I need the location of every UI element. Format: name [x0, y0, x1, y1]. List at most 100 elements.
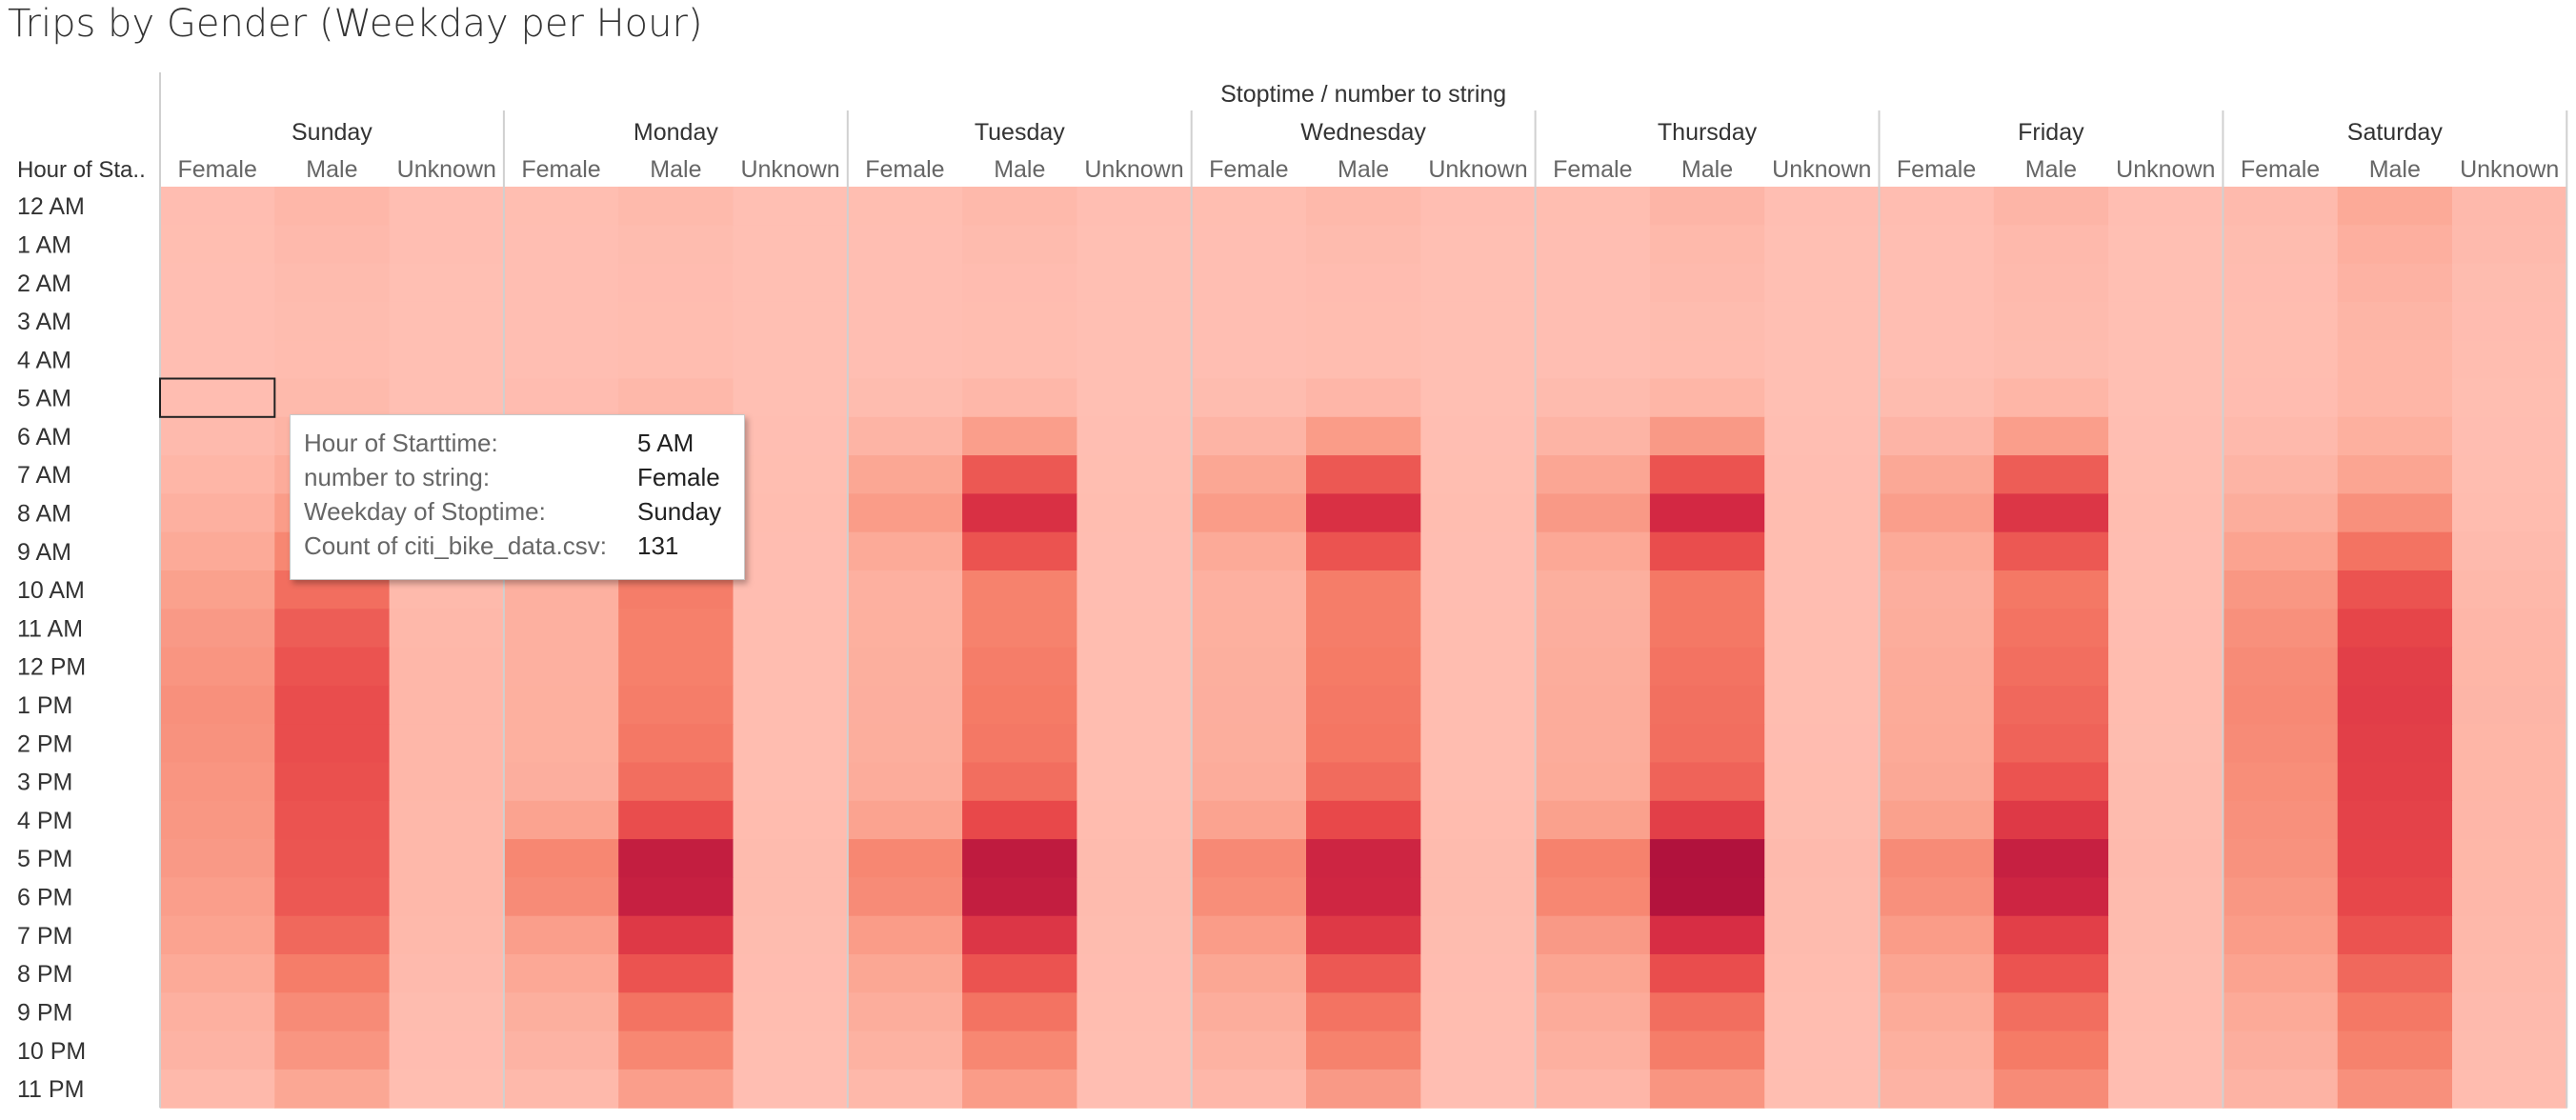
heatmap-cell-friday-male-3pm — [1993, 762, 2109, 802]
heatmap-cell-wednesday-female-10pm — [1191, 1030, 1307, 1070]
heatmap-cell-wednesday-unknown-5pm — [1420, 839, 1537, 878]
heatmap-cell-sunday-unknown-7pm — [389, 915, 505, 955]
heatmap-cell-tuesday-male-11am — [962, 609, 1077, 649]
heatmap-cell-tuesday-unknown-2am — [1077, 263, 1193, 303]
heatmap-cell-saturday-male-11pm — [2337, 1069, 2453, 1109]
heatmap-cell-friday-male-9pm — [1993, 992, 2109, 1032]
heatmap-cell-saturday-female-7am — [2223, 455, 2339, 494]
heatmap-cell-wednesday-male-8pm — [1306, 954, 1421, 993]
heatmap-cell-saturday-male-1pm — [2337, 685, 2453, 725]
heatmap-cell-thursday-unknown-9am — [1764, 531, 1881, 571]
gender-label-male: Male — [306, 156, 357, 183]
heatmap-cell-tuesday-female-4am — [847, 340, 963, 380]
heatmap-cell-sunday-female-9am — [160, 531, 275, 571]
heatmap-cell-monday-male-7pm — [618, 915, 735, 955]
heatmap-cell-saturday-female-6pm — [2223, 877, 2339, 917]
heatmap-cell-thursday-female-11pm — [1535, 1069, 1651, 1109]
heatmap-cell-tuesday-female-5am — [847, 378, 963, 418]
heatmap-cell-sunday-female-11pm — [160, 1069, 275, 1109]
heatmap-cell-sunday-male-2pm — [274, 724, 391, 764]
tooltip-value-count: 131 — [637, 531, 679, 560]
heatmap-cell-wednesday-female-3pm — [1191, 762, 1307, 802]
heatmap-cell-friday-female-6am — [1879, 416, 1995, 456]
heatmap-cell-thursday-male-10am — [1649, 570, 1765, 610]
heatmap-cell-thursday-unknown-4am — [1764, 340, 1881, 380]
heatmap-cell-friday-male-8am — [1993, 493, 2109, 533]
heatmap-cell-sunday-unknown-1pm — [389, 685, 505, 725]
heatmap-cell-sunday-female-9pm — [160, 992, 275, 1032]
heatmap-cell-friday-male-7am — [1993, 455, 2109, 494]
hour-label-3am: 3 AM — [17, 309, 71, 335]
heatmap-cell-thursday-male-1am — [1649, 225, 1765, 265]
heatmap-cell-friday-unknown-3am — [2108, 301, 2224, 341]
heatmap-cell-friday-unknown-11am — [2108, 609, 2224, 649]
heatmap-cell-tuesday-unknown-7am — [1077, 455, 1193, 494]
heatmap-cell-monday-male-12pm — [618, 647, 735, 687]
heatmap-cell-thursday-unknown-3am — [1764, 301, 1881, 341]
heatmap-cell-monday-female-9pm — [503, 992, 619, 1032]
heatmap-cell-thursday-female-7am — [1535, 455, 1651, 494]
heatmap-cell-wednesday-unknown-1am — [1420, 225, 1537, 265]
hour-label-7pm: 7 PM — [17, 923, 72, 950]
heatmap-cell-sunday-unknown-12pm — [389, 647, 505, 687]
gender-label-female: Female — [1897, 156, 1976, 183]
heatmap-cell-sunday-unknown-8pm — [389, 954, 505, 993]
heatmap-cell-sunday-male-4am — [274, 340, 391, 380]
heatmap-cell-wednesday-unknown-12am — [1420, 187, 1537, 226]
heatmap-cell-sunday-male-5am — [274, 378, 391, 418]
heatmap-cell-friday-female-5am — [1879, 378, 1995, 418]
hour-label-1pm: 1 PM — [17, 692, 72, 719]
heatmap-cell-friday-unknown-10pm — [2108, 1030, 2224, 1070]
heatmap-cell-wednesday-female-8am — [1191, 493, 1307, 533]
heatmap-cell-saturday-unknown-4pm — [2452, 800, 2567, 840]
heatmap-cell-thursday-male-8am — [1649, 493, 1765, 533]
heatmap-cell-monday-unknown-10pm — [733, 1030, 849, 1070]
heatmap-cell-friday-unknown-5pm — [2108, 839, 2224, 878]
heatmap-cell-tuesday-unknown-8pm — [1077, 954, 1193, 993]
heatmap-cell-tuesday-male-2pm — [962, 724, 1077, 764]
heatmap-cell-friday-male-12pm — [1993, 647, 2109, 687]
heatmap-cell-tuesday-female-12pm — [847, 647, 963, 687]
heatmap-cell-saturday-unknown-2am — [2452, 263, 2567, 303]
heatmap-cell-friday-male-2pm — [1993, 724, 2109, 764]
heatmap-cell-saturday-female-2am — [2223, 263, 2339, 303]
heatmap-cell-saturday-unknown-6am — [2452, 416, 2567, 456]
hour-label-9pm: 9 PM — [17, 1000, 72, 1027]
heatmap-cell-sunday-unknown-12am — [389, 187, 505, 226]
heatmap-cell-wednesday-female-4pm — [1191, 800, 1307, 840]
gender-label-male: Male — [2369, 156, 2421, 183]
heatmap-cell-monday-unknown-7pm — [733, 915, 849, 955]
heatmap-cell-saturday-male-6pm — [2337, 877, 2453, 917]
heatmap-cell-thursday-female-6pm — [1535, 877, 1651, 917]
heatmap-cell-tuesday-unknown-6pm — [1077, 877, 1193, 917]
heatmap-cell-thursday-male-11am — [1649, 609, 1765, 649]
heatmap-cell-tuesday-female-1pm — [847, 685, 963, 725]
heatmap-cell-friday-unknown-7am — [2108, 455, 2224, 494]
heatmap-cell-tuesday-male-5pm — [962, 839, 1077, 878]
tooltip-label-count: Count of citi_bike_data.csv: — [304, 531, 607, 560]
heatmap-cell-thursday-female-12pm — [1535, 647, 1651, 687]
heatmap-cell-monday-male-11pm — [618, 1069, 735, 1109]
heatmap-cell-monday-male-2pm — [618, 724, 735, 764]
heatmap-cell-sunday-unknown-3am — [389, 301, 505, 341]
heatmap-cell-sunday-female-10am — [160, 570, 275, 610]
heatmap-cell-friday-female-1pm — [1879, 685, 1995, 725]
heatmap-cell-wednesday-male-4am — [1306, 340, 1421, 380]
heatmap-cell-sunday-unknown-11am — [389, 609, 505, 649]
heatmap-cell-wednesday-female-10am — [1191, 570, 1307, 610]
heatmap-cell-tuesday-male-5am — [962, 378, 1077, 418]
heatmap-cell-wednesday-male-4pm — [1306, 800, 1421, 840]
heatmap-cell-thursday-unknown-11am — [1764, 609, 1881, 649]
heatmap-cell-saturday-unknown-1am — [2452, 225, 2567, 265]
heatmap-cell-tuesday-unknown-5am — [1077, 378, 1193, 418]
heatmap-cell-saturday-unknown-12pm — [2452, 647, 2567, 687]
heatmap-cell-thursday-unknown-9pm — [1764, 992, 1881, 1032]
hovered-cell-outline — [159, 377, 276, 418]
heatmap-cell-wednesday-female-8pm — [1191, 954, 1307, 993]
heatmap-cell-thursday-unknown-7am — [1764, 455, 1881, 494]
heatmap-cell-thursday-unknown-12pm — [1764, 647, 1881, 687]
heatmap-cell-thursday-male-3pm — [1649, 762, 1765, 802]
heatmap-cell-thursday-male-2pm — [1649, 724, 1765, 764]
heatmap-cell-monday-unknown-1am — [733, 225, 849, 265]
heatmap-cell-monday-male-6pm — [618, 877, 735, 917]
